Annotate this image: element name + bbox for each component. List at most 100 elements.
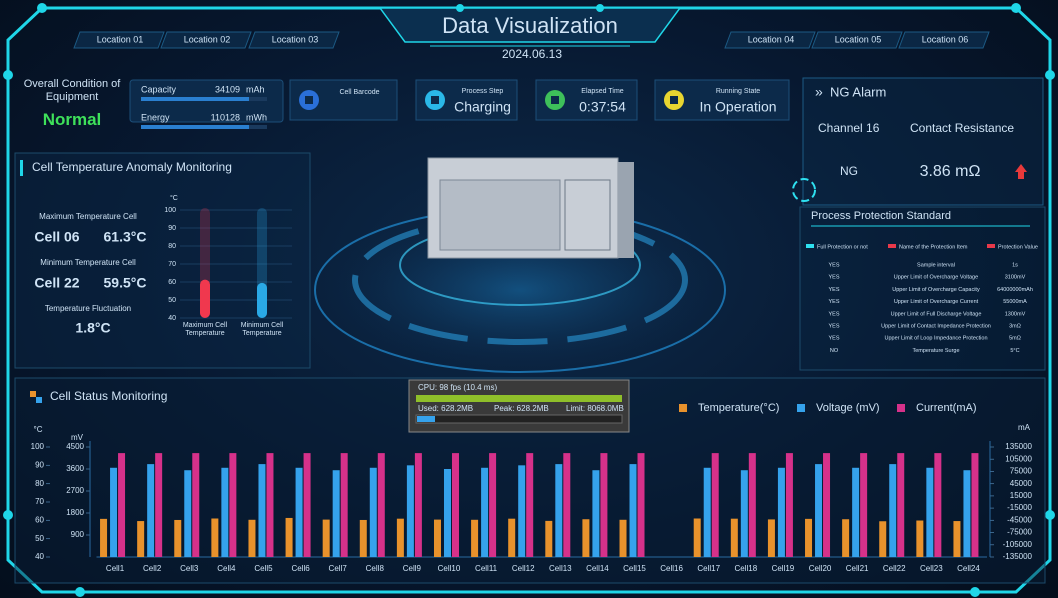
bar xyxy=(266,453,274,557)
protection-cell: Upper Limit of Full Discharge Voltage xyxy=(891,311,982,317)
bar xyxy=(481,467,489,557)
y-tick-label: 40 xyxy=(168,315,176,322)
protection-cell: 55000mA xyxy=(1003,299,1027,305)
protection-title: Process Protection Standard xyxy=(811,210,951,222)
bar xyxy=(592,470,600,557)
protection-cell: YES xyxy=(828,323,839,329)
bar xyxy=(174,519,182,557)
max-cell: Cell 06 xyxy=(34,229,79,245)
y-axis-label: °C xyxy=(170,194,178,202)
bar xyxy=(730,518,738,557)
protection-cell: YES xyxy=(828,275,839,281)
y2-axis-label: mV xyxy=(71,433,84,442)
x-tick-label: Maximum Cell Temperature xyxy=(182,322,228,338)
bar xyxy=(860,453,868,557)
ng-icon: » xyxy=(815,84,823,100)
y3-tick-label: 75000 xyxy=(1010,467,1033,476)
x-tick-label: Cell18 xyxy=(734,564,757,573)
y-axis-label: °C xyxy=(34,425,43,434)
status-icon-glyph xyxy=(670,96,678,104)
protection-cell: 5°C xyxy=(1010,348,1019,354)
x-tick-label: Cell14 xyxy=(586,564,609,573)
x-tick-label: Cell1 xyxy=(106,564,125,573)
bar xyxy=(518,465,526,557)
y-tick-label: 50 xyxy=(35,534,44,543)
x-tick-label: Cell8 xyxy=(366,564,385,573)
location-label: Location 01 xyxy=(97,34,144,44)
bar xyxy=(155,453,163,557)
bar xyxy=(322,519,330,557)
bar xyxy=(340,453,348,557)
min-label: Minimum Temperature Cell xyxy=(40,258,136,267)
thermo-fill xyxy=(200,279,210,318)
y-tick-label: 50 xyxy=(168,297,176,304)
location-label: Location 05 xyxy=(835,34,882,44)
bar xyxy=(842,519,850,557)
y2-tick-label: 2700 xyxy=(66,486,84,495)
frame-dots xyxy=(3,3,1055,597)
y2-tick-label: 1800 xyxy=(66,508,84,517)
min-cell: Cell 22 xyxy=(34,275,79,291)
y-tick-label: 70 xyxy=(168,261,176,268)
bar xyxy=(897,453,905,557)
thermo-fill xyxy=(257,282,267,318)
metric-value: 110128 xyxy=(211,112,240,122)
y2-tick-label: 4500 xyxy=(66,442,84,451)
status-value: In Operation xyxy=(699,99,776,115)
protection-cell: Sample interval xyxy=(917,262,955,268)
y2-tick-label: 900 xyxy=(71,530,85,539)
y3-tick-label: 45000 xyxy=(1010,479,1033,488)
bar xyxy=(619,519,627,557)
bar xyxy=(703,467,711,557)
legend-swatch xyxy=(797,404,805,412)
protection-cell: 64000000mAh xyxy=(997,287,1033,293)
protection-cell: 3100mV xyxy=(1005,275,1026,281)
date: 2024.06.13 xyxy=(502,47,562,61)
bar xyxy=(879,521,887,557)
cell-chart-title: Cell Status Monitoring xyxy=(50,389,167,403)
bar xyxy=(555,464,563,557)
y-tick-label: 70 xyxy=(35,497,44,506)
metric-unit: mAh xyxy=(246,84,265,94)
protection-cell: 5mΩ xyxy=(1009,336,1021,342)
max-label: Maximum Temperature Cell xyxy=(39,212,137,221)
bar xyxy=(526,453,534,557)
bar xyxy=(711,453,719,557)
min-value: 59.5°C xyxy=(104,275,147,291)
bar xyxy=(303,453,311,557)
x-tick-label: Cell4 xyxy=(217,564,236,573)
x-tick-label: Cell5 xyxy=(254,564,273,573)
device-side xyxy=(618,162,634,258)
bar xyxy=(406,465,414,557)
metric-progress xyxy=(141,125,249,129)
protection-cell: YES xyxy=(828,336,839,342)
protection-cell: Upper Limit of Overcharge Current xyxy=(894,299,979,305)
bar xyxy=(229,453,237,557)
device-rack xyxy=(564,179,611,251)
x-tick-label: Cell9 xyxy=(403,564,422,573)
temperature-title: Cell Temperature Anomaly Monitoring xyxy=(32,160,232,174)
x-tick-label: Cell16 xyxy=(660,564,683,573)
legend-swatch xyxy=(806,244,814,248)
metric-progress xyxy=(141,97,249,101)
x-tick-label: Minimum Cell Temperature xyxy=(240,322,284,338)
bar xyxy=(600,453,608,557)
ng-arrow xyxy=(1015,164,1027,179)
location-tab xyxy=(73,31,165,49)
bar xyxy=(748,453,756,557)
x-tick-label: Cell11 xyxy=(475,564,498,573)
bar xyxy=(471,519,479,557)
y-tick-label: 90 xyxy=(35,460,44,469)
perf-peak: Peak: 628.2MB xyxy=(494,404,549,413)
bar xyxy=(451,453,459,557)
perf-fps: CPU: 98 fps (10.4 ms) xyxy=(418,383,497,392)
bar xyxy=(359,519,367,557)
ng-panel xyxy=(802,77,1044,206)
protection-cell: 1s xyxy=(1012,262,1018,268)
protection-panel xyxy=(799,206,1046,371)
frame xyxy=(6,6,1052,594)
bar xyxy=(377,453,385,557)
y3-tick-label: -105000 xyxy=(1003,540,1033,549)
status-value: Charging xyxy=(454,99,511,115)
